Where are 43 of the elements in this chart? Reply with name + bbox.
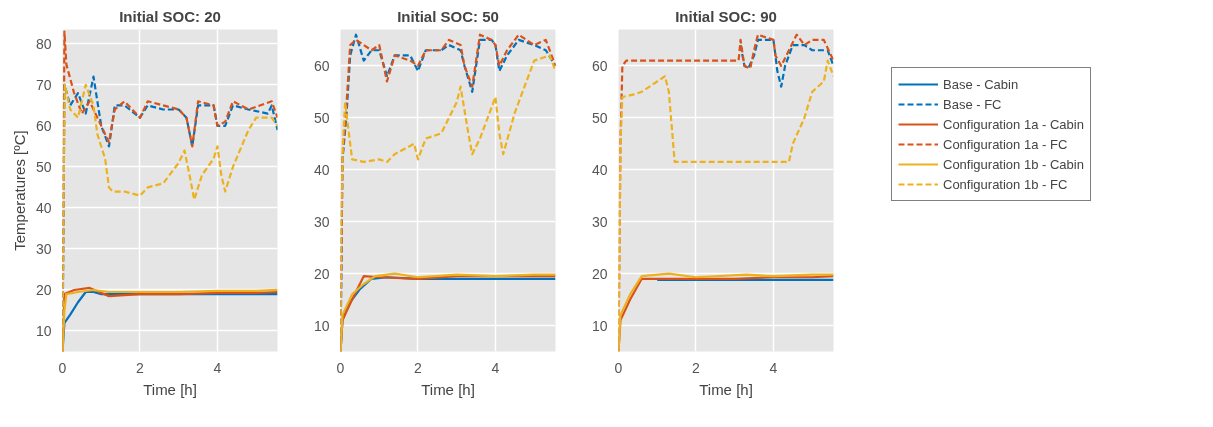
legend-label: Base - FC: [943, 96, 1002, 112]
y-axis-title: Temperatures [ºC]: [10, 130, 28, 251]
chart-title: Initial SOC: 20: [119, 7, 221, 25]
y-tick-label: 30: [35, 240, 52, 257]
y-tick-label: 30: [591, 213, 608, 230]
legend-label: Base - Cabin: [943, 76, 1019, 92]
x-tick-label: 4: [769, 359, 778, 376]
x-tick-label: 2: [414, 359, 423, 376]
y-tick-label: 40: [313, 161, 330, 178]
x-axis-title: Time [h]: [143, 380, 197, 398]
legend-label: Configuration 1b - FC: [943, 176, 1068, 192]
x-tick-label: 2: [136, 359, 145, 376]
y-tick-label: 60: [591, 57, 608, 74]
y-tick-label: 60: [313, 57, 330, 74]
y-tick-label: 20: [35, 281, 52, 298]
legend-label: Configuration 1a - FC: [943, 136, 1068, 152]
chart-title: Initial SOC: 90: [675, 7, 777, 25]
x-axis-title: Time [h]: [421, 380, 475, 398]
x-tick-label: 0: [58, 359, 67, 376]
y-tick-label: 40: [35, 199, 52, 216]
y-tick-label: 10: [35, 322, 52, 339]
y-tick-label: 40: [591, 161, 608, 178]
x-tick-label: 4: [213, 359, 222, 376]
y-tick-label: 80: [35, 35, 52, 52]
legend-label: Configuration 1b - Cabin: [943, 156, 1084, 172]
x-tick-label: 0: [336, 359, 345, 376]
x-tick-label: 2: [692, 359, 701, 376]
line-series: [739, 38, 834, 88]
y-tick-label: 20: [591, 265, 608, 282]
y-tick-label: 20: [313, 265, 330, 282]
x-tick-label: 4: [491, 359, 500, 376]
chart-title: Initial SOC: 50: [397, 7, 499, 25]
x-axis-title: Time [h]: [699, 380, 753, 398]
y-tick-label: 50: [591, 109, 608, 126]
y-tick-label: 50: [35, 158, 52, 175]
y-tick-label: 70: [35, 76, 52, 93]
legend-label: Configuration 1a - Cabin: [943, 116, 1084, 132]
y-tick-label: 10: [313, 317, 330, 334]
y-tick-label: 60: [35, 117, 52, 134]
y-tick-label: 50: [313, 109, 330, 126]
x-tick-label: 0: [614, 359, 623, 376]
y-tick-label: 10: [591, 317, 608, 334]
y-tick-label: 30: [313, 213, 330, 230]
